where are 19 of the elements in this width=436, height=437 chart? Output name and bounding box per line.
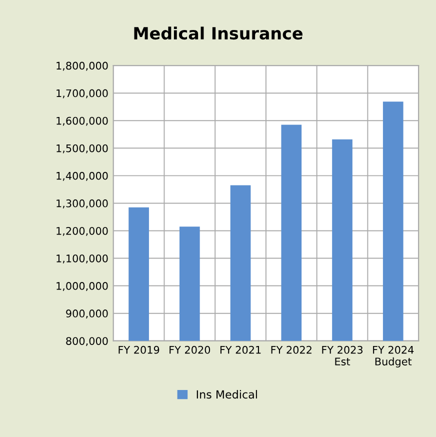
y-tick-label: 1,400,000	[56, 172, 108, 181]
y-tick-label: 900,000	[66, 310, 108, 318]
y-tick-label: 1,000,000	[56, 282, 108, 291]
y-tick-label: 800,000	[66, 337, 108, 346]
y-tick-label: 1,600,000	[56, 116, 108, 126]
x-tick-label: FY 2021	[220, 346, 261, 354]
chart-title: Medical Insurance	[134, 26, 302, 40]
x-tick-label: FY 2024 Budget	[373, 346, 414, 368]
y-tick-label: 1,100,000	[56, 254, 108, 264]
y-tick-label: 1,200,000	[56, 226, 108, 236]
x-tick-label: FY 2022	[271, 346, 312, 354]
y-tick-label: 1,800,000	[56, 62, 108, 71]
y-tick-label: 1,500,000	[56, 144, 108, 154]
x-tick-label: FY 2023 Est	[322, 346, 363, 366]
x-tick-label: FY 2020	[170, 346, 210, 354]
y-tick-label: 1,700,000	[56, 89, 108, 98]
y-tick-label: 1,300,000	[56, 199, 108, 208]
legend-label: Ins Medical	[196, 390, 257, 399]
x-tick-label: FY 2019	[118, 346, 160, 354]
